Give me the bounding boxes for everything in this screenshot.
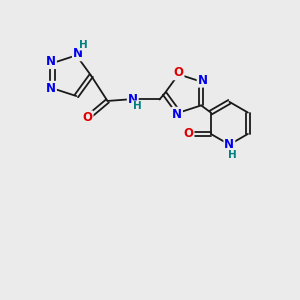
Text: N: N <box>73 47 83 60</box>
Text: N: N <box>224 138 234 151</box>
Text: H: H <box>79 40 87 50</box>
Text: O: O <box>173 66 184 79</box>
Text: N: N <box>46 82 56 95</box>
Text: N: N <box>172 108 182 121</box>
Text: H: H <box>228 150 237 160</box>
Text: O: O <box>184 128 194 140</box>
Text: N: N <box>198 74 208 87</box>
Text: N: N <box>46 55 56 68</box>
Text: N: N <box>128 93 138 106</box>
Text: H: H <box>134 101 142 111</box>
Text: O: O <box>82 111 93 124</box>
